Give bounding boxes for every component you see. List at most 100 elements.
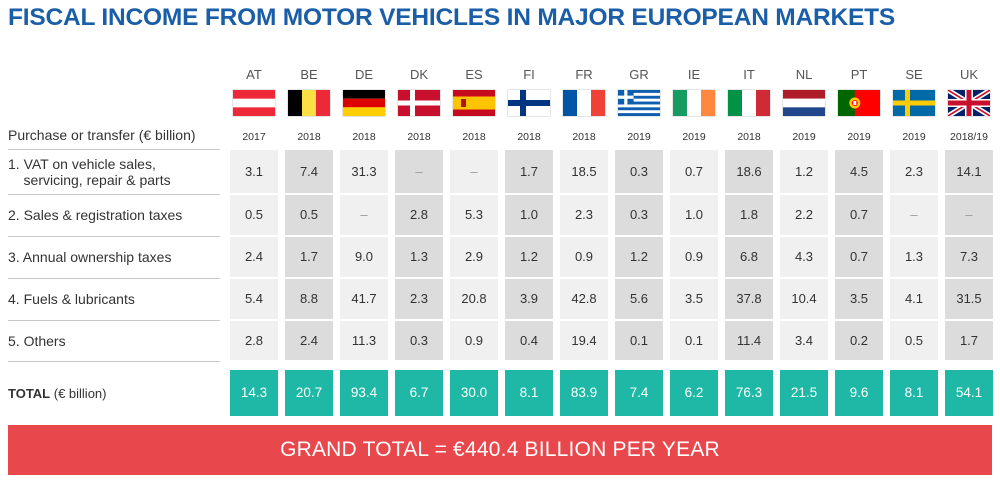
cell-gap xyxy=(725,193,773,195)
data-cell: 1.8 xyxy=(739,207,759,222)
cell-gap xyxy=(615,277,663,279)
row-label-4: 4. Fuels & lubricants xyxy=(8,291,135,307)
data-cell: 1.0 xyxy=(519,207,539,222)
data-cell: 0.3 xyxy=(629,163,649,179)
cell-gap xyxy=(725,277,773,279)
country-code-at: AT xyxy=(246,67,262,82)
data-cell: 18.6 xyxy=(736,163,762,179)
data-cell: 3.4 xyxy=(794,332,814,348)
cell-gap xyxy=(285,235,333,237)
cell-gap xyxy=(780,193,828,195)
data-cell: 5.6 xyxy=(629,291,649,306)
page-title: FISCAL INCOME FROM MOTOR VEHICLES IN MAJ… xyxy=(8,4,896,31)
total-cell-nl: 21.5 xyxy=(780,370,828,416)
data-cell: 3.9 xyxy=(519,291,539,306)
country-code-fi: FI xyxy=(523,67,535,82)
flag-dk-icon xyxy=(398,90,440,116)
country-code-nl: NL xyxy=(795,67,813,82)
cell-gap xyxy=(670,235,718,237)
column-band-gr xyxy=(615,150,663,360)
cell-gap xyxy=(395,319,443,321)
total-cell-se: 8.1 xyxy=(890,370,938,416)
data-cell: 0.9 xyxy=(684,249,704,264)
data-cell: 0.5 xyxy=(904,332,924,348)
total-cell-at: 14.3 xyxy=(230,370,278,416)
data-cell: 3.5 xyxy=(684,291,704,306)
data-cell: 10.4 xyxy=(791,291,817,306)
data-cell: – xyxy=(470,163,478,179)
cell-gap xyxy=(285,193,333,195)
cell-gap xyxy=(395,277,443,279)
country-code-de: DE xyxy=(354,67,374,82)
year-se: 2019 xyxy=(902,131,926,143)
year-ie: 2019 xyxy=(682,131,706,143)
cell-gap xyxy=(230,193,278,195)
data-cell: 0.5 xyxy=(299,207,319,222)
cell-gap xyxy=(615,235,663,237)
cell-gap xyxy=(395,193,443,195)
country-code-es: ES xyxy=(465,67,483,82)
header-divider xyxy=(8,149,220,150)
data-cell: 9.0 xyxy=(354,249,374,264)
column-band-at xyxy=(230,150,278,360)
total-cell-fi: 8.1 xyxy=(505,370,553,416)
data-cell: 0.9 xyxy=(574,249,594,264)
data-cell: 4.3 xyxy=(794,249,814,264)
cell-gap xyxy=(945,319,993,321)
flag-ie-icon xyxy=(673,90,715,116)
data-cell: 1.7 xyxy=(299,249,319,264)
data-cell: 1.3 xyxy=(904,249,924,264)
total-label-bold: TOTAL xyxy=(8,386,51,401)
total-cell-de: 93.4 xyxy=(340,370,388,416)
data-cell: 4.1 xyxy=(904,291,924,306)
total-cell-uk: 54.1 xyxy=(945,370,993,416)
data-cell: 0.3 xyxy=(629,207,649,222)
cell-gap xyxy=(890,319,938,321)
grand-total-banner: GRAND TOTAL = €440.4 BILLION PER YEAR xyxy=(8,425,992,475)
data-cell: 0.4 xyxy=(519,332,539,348)
year-fi: 2018 xyxy=(517,131,541,143)
data-cell: 0.3 xyxy=(409,332,429,348)
cell-gap xyxy=(945,193,993,195)
row-label-line: 5. Others xyxy=(8,332,66,349)
year-be: 2018 xyxy=(297,131,321,143)
total-cell-pt: 9.6 xyxy=(835,370,883,416)
flag-it-icon xyxy=(728,90,770,116)
cell-gap xyxy=(890,277,938,279)
total-cell-it: 76.3 xyxy=(725,370,773,416)
total-cell-es: 30.0 xyxy=(450,370,498,416)
cell-gap xyxy=(560,235,608,237)
data-cell: 0.5 xyxy=(244,207,264,222)
row-divider xyxy=(8,194,220,195)
cell-gap xyxy=(615,193,663,195)
cell-gap xyxy=(230,235,278,237)
column-band-be xyxy=(285,150,333,360)
cell-gap xyxy=(670,277,718,279)
data-cell: 0.9 xyxy=(464,332,484,348)
flag-be-icon xyxy=(288,90,330,116)
cell-gap xyxy=(340,277,388,279)
data-cell: 1.2 xyxy=(794,163,814,179)
cell-gap xyxy=(450,319,498,321)
data-cell: 2.4 xyxy=(299,332,319,348)
country-code-pt: PT xyxy=(850,67,868,82)
country-code-se: SE xyxy=(905,67,923,82)
row-header-label: Purchase or transfer (€ billion) xyxy=(8,127,196,143)
row-label-line: 4. Fuels & lubricants xyxy=(8,291,135,307)
cell-gap xyxy=(560,319,608,321)
row-label-1: 1. VAT on vehicle sales, servicing, repa… xyxy=(8,156,171,188)
cell-gap xyxy=(615,319,663,321)
cell-gap xyxy=(835,235,883,237)
cell-gap xyxy=(780,319,828,321)
data-cell: 42.8 xyxy=(571,291,597,306)
flag-gr-icon xyxy=(618,90,660,116)
cell-gap xyxy=(505,235,553,237)
cell-gap xyxy=(670,319,718,321)
cell-gap xyxy=(340,235,388,237)
column-band-fi xyxy=(505,150,553,360)
cell-gap xyxy=(945,277,993,279)
data-cell: 7.4 xyxy=(299,163,319,179)
cell-gap xyxy=(285,319,333,321)
flag-nl-icon xyxy=(783,90,825,116)
data-cell: 2.3 xyxy=(904,163,924,179)
